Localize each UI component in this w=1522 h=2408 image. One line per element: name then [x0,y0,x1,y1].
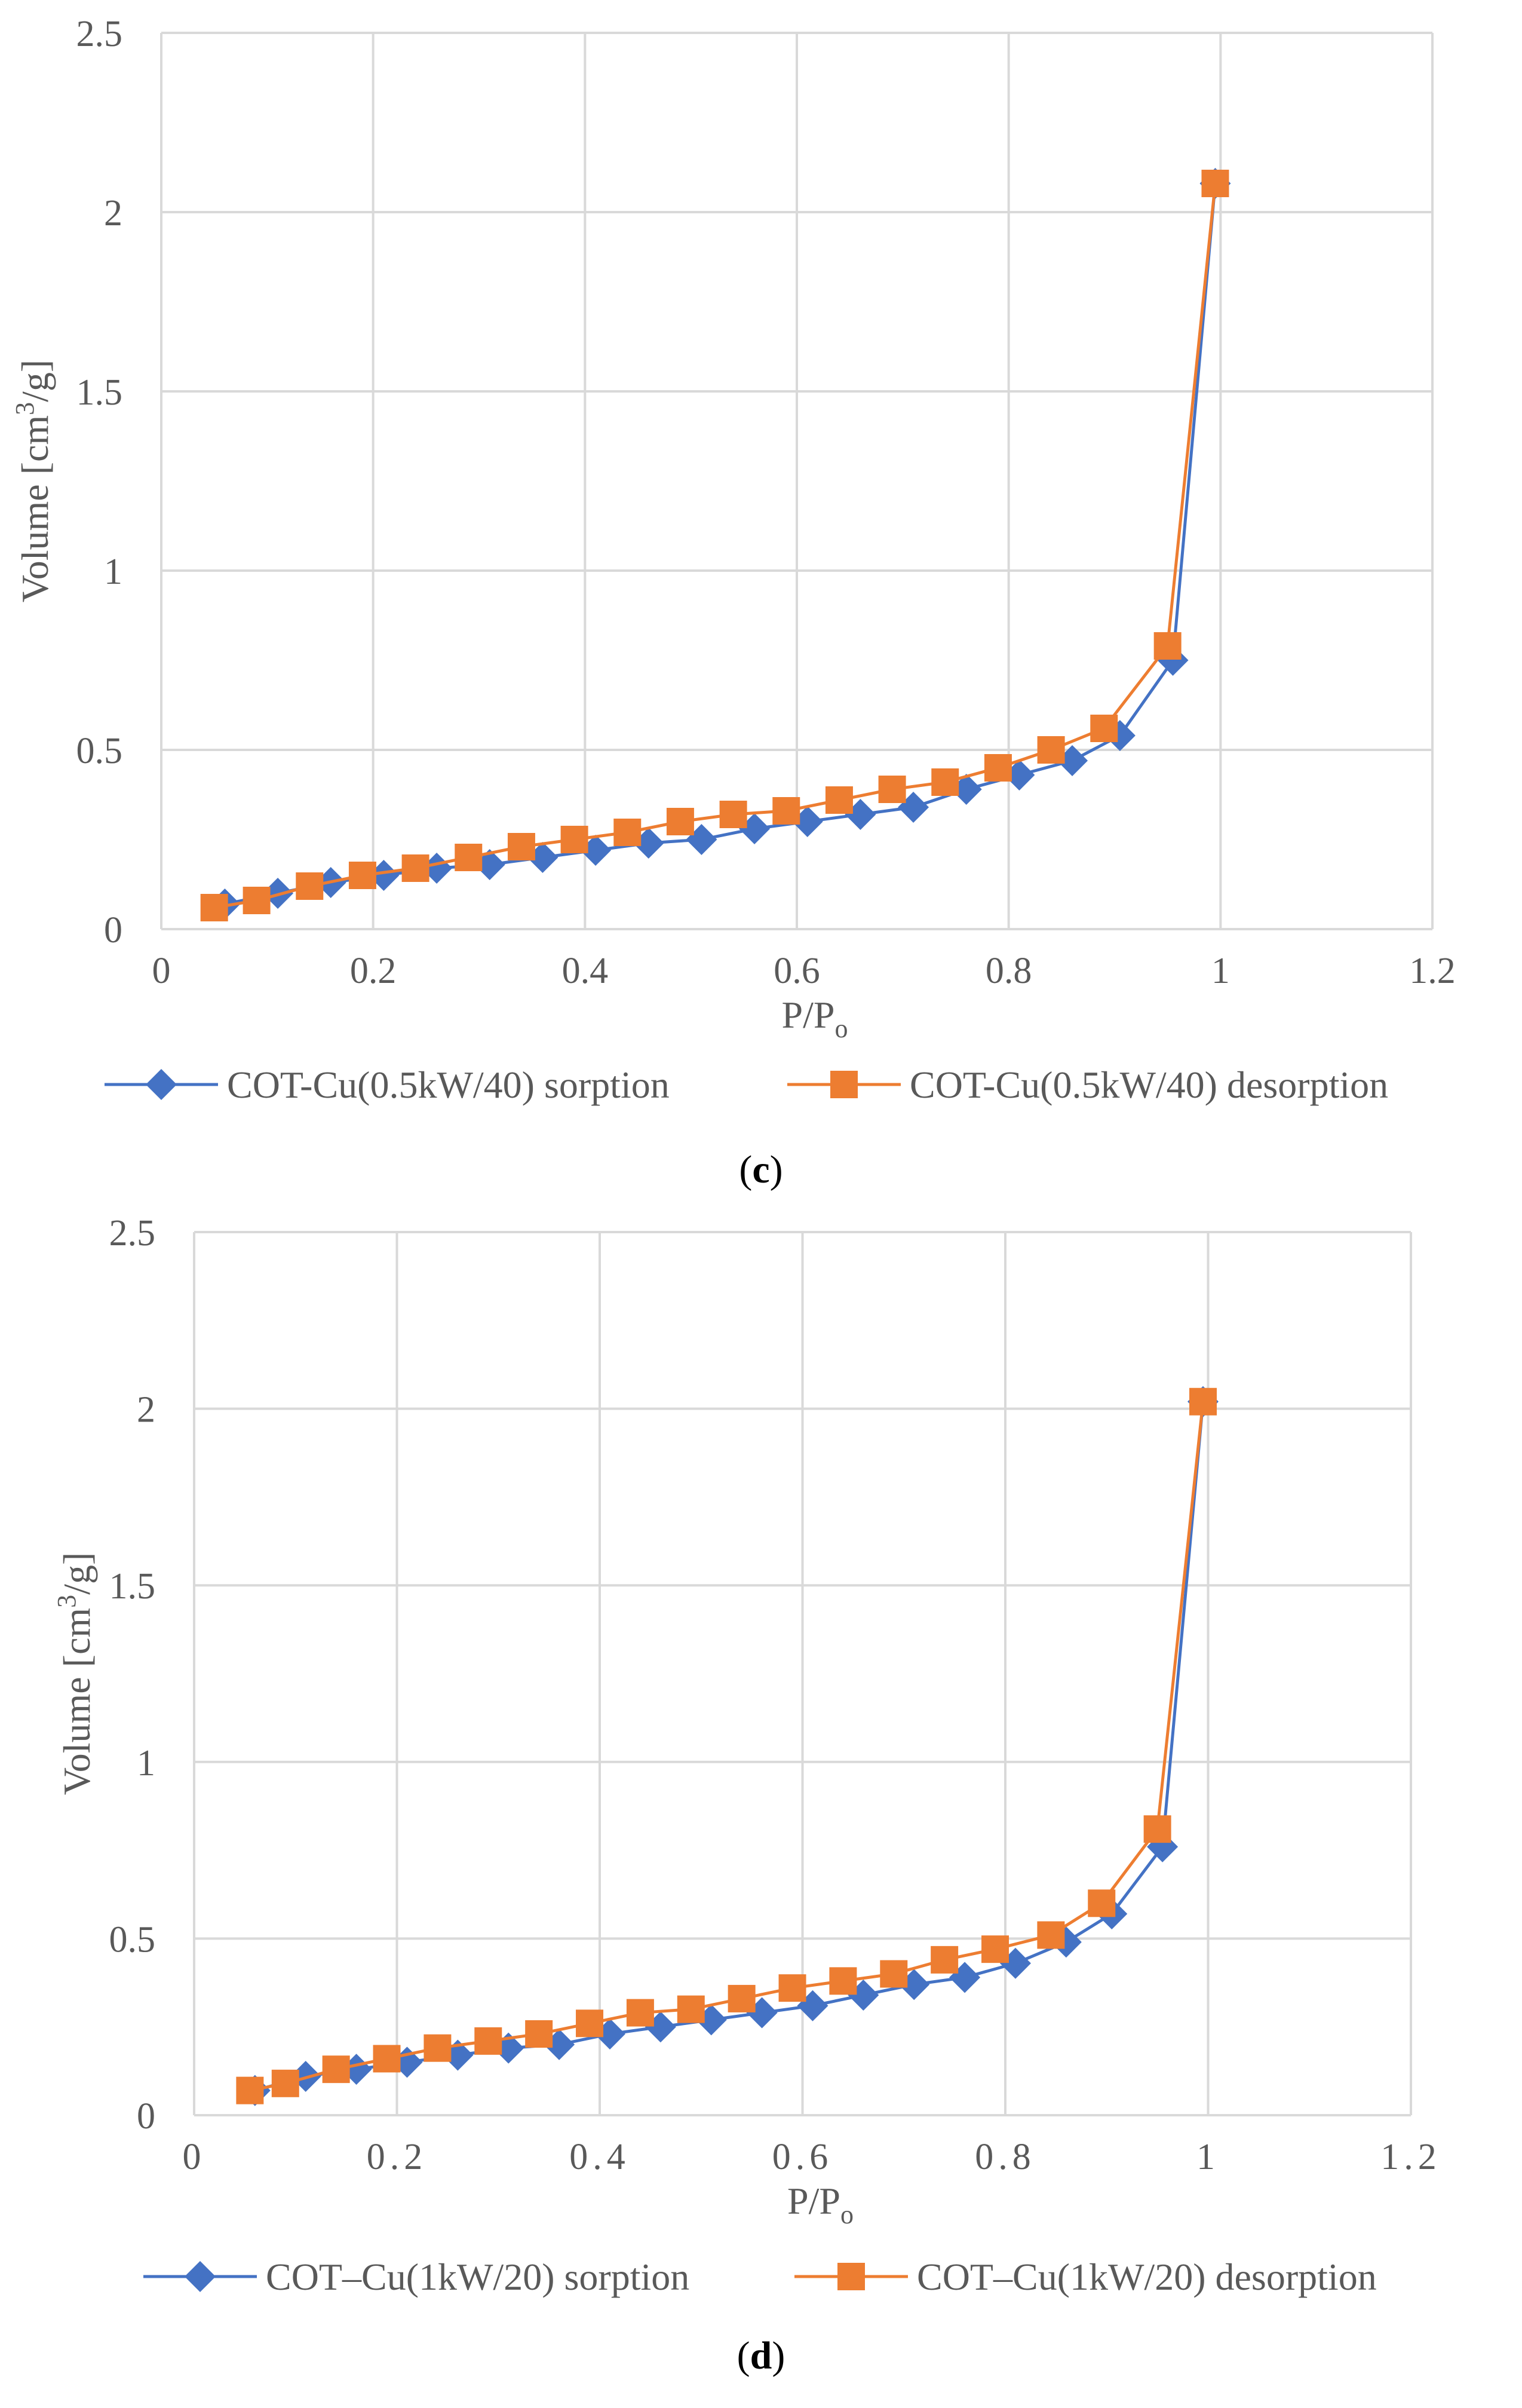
data-point [677,1995,705,2023]
x-tick-label: 1.2 [1409,951,1456,991]
data-point [1189,1387,1217,1416]
x-tick-label: 1.2 [1380,2137,1441,2177]
x-axis-label: P/Po [782,994,848,1043]
data-point [493,2032,524,2064]
y-tick-label: 2 [104,193,122,234]
x-axis-label: P/Po [787,2180,854,2229]
data-point [898,1969,930,2000]
data-point [296,872,324,900]
series-line [249,1401,1205,2093]
data-point [825,786,853,814]
x-tick-label: 1 [1211,951,1230,991]
x-tick-label: 0.8 [975,2137,1036,2177]
x-tick-label: 0.6 [772,2137,833,2177]
series-square [236,1387,1217,2104]
data-point [1143,1815,1171,1843]
data-point [981,1935,1009,1963]
data-point [401,854,429,882]
series-square [200,170,1229,921]
data-point [666,808,694,835]
series-line [214,183,1217,909]
data-point [200,894,228,921]
data-point [271,2069,299,2097]
data-point [236,2076,264,2104]
data-point [348,862,376,889]
legend: COT–Cu(1kW/20) sorption COT–Cu(1kW/20) de… [143,2256,1377,2298]
data-point [626,1999,654,2027]
legend-label: COT–Cu(1kW/20) desorption [917,2256,1377,2298]
x-tick-label: 0.4 [562,951,609,991]
panel-label-d: (d) [737,2334,785,2378]
chart-c: 0 0.2 0.4 0.6 0.8 1 1.2 0 0.5 1 1.5 2 2.5 P/Po Volume … [10,14,1456,1106]
data-point [373,2045,401,2073]
data-point [1090,715,1118,742]
legend-label: COT-Cu(0.5kW/40) desorption [910,1064,1388,1106]
x-tick-label: 0 [152,951,171,991]
y-tick-label: 1 [104,552,122,592]
y-tick-label: 2.5 [109,1213,156,1254]
legend-marker [185,2261,216,2292]
data-point [560,826,588,853]
data-point [474,2027,502,2055]
data-point [1088,1889,1116,1917]
y-tick-label: 2.5 [76,14,123,54]
data-point [778,1974,806,2002]
x-tick-label: 0 [183,2137,206,2177]
data-point [322,2055,350,2084]
data-point [507,833,535,860]
x-tick-label: 0.2 [367,2137,428,2177]
data-point [931,1946,959,1974]
data-point [1153,632,1182,660]
y-tick-label: 0 [137,2096,155,2137]
data-point [878,776,906,803]
data-point [829,1967,857,1995]
data-point [772,797,800,825]
y-tick-label: 2 [137,1390,155,1430]
y-axis-label: Volume [cm3/g] [10,360,56,603]
legend-label: COT-Cu(0.5kW/40) sorption [227,1064,670,1106]
x-tick-label: 0.6 [774,951,820,991]
data-point [613,819,642,846]
data-point [1037,736,1065,764]
data-point [576,2009,604,2038]
data-point [880,1960,908,1988]
data-point [525,2020,553,2048]
y-tick-label: 0.5 [76,731,123,771]
chart-d: 0 0.2 0.4 0.6 0.8 1 1.2 0 0.5 1 1.5 2 2.5 P/Po Volume … [52,1213,1441,2298]
legend-label: COT–Cu(1kW/20) sorption [266,2256,689,2298]
y-tick-label: 1.5 [109,1566,156,1607]
y-tick-label: 1.5 [76,372,123,413]
y-tick-label: 1 [137,1743,155,1784]
data-point [424,2034,452,2062]
data-point [455,844,483,871]
data-point [594,2018,625,2050]
x-tick-label: 0.8 [986,951,1032,991]
legend-marker [830,1071,858,1098]
data-point [931,768,959,796]
data-point [984,754,1012,782]
data-point [1201,170,1229,197]
y-tick-label: 0 [104,910,122,951]
data-point [728,1984,756,2012]
data-point [243,887,271,914]
y-tick-label: 0.5 [109,1919,156,1960]
legend: COT-Cu(0.5kW/40) sorption COT-Cu(0.5kW/40… [105,1064,1388,1106]
x-tick-label: 0.4 [569,2137,630,2177]
legend-marker [146,1069,177,1100]
y-axis-label: Volume [cm3/g] [52,1552,98,1796]
data-point [719,801,747,828]
panel-label-c: (c) [739,1148,783,1191]
legend-marker [837,2263,865,2290]
data-point [1037,1921,1065,1949]
x-tick-label: 1 [1196,2137,1220,2177]
x-tick-label: 0.2 [350,951,397,991]
